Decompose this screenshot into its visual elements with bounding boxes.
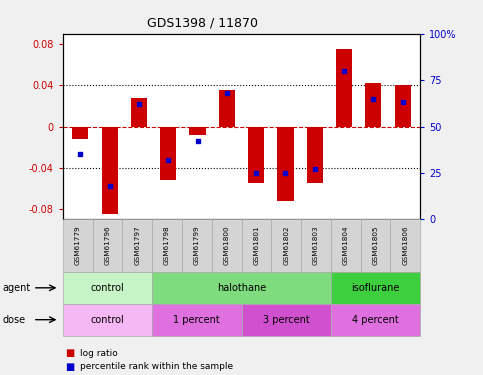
Text: GSM61806: GSM61806 <box>402 226 408 266</box>
Text: control: control <box>91 283 124 293</box>
Bar <box>395 86 411 127</box>
Text: agent: agent <box>2 283 30 293</box>
Text: dose: dose <box>2 315 26 325</box>
Text: control: control <box>91 315 124 325</box>
Bar <box>365 83 382 127</box>
Bar <box>277 127 294 201</box>
Text: GDS1398 / 11870: GDS1398 / 11870 <box>147 17 258 30</box>
Text: halothane: halothane <box>217 283 266 293</box>
Text: GSM61799: GSM61799 <box>194 226 200 266</box>
Bar <box>219 90 235 127</box>
Text: ■: ■ <box>65 362 74 372</box>
Bar <box>336 49 352 127</box>
Text: ■: ■ <box>65 348 74 358</box>
Text: GSM61803: GSM61803 <box>313 226 319 266</box>
Bar <box>101 127 118 214</box>
Text: GSM61797: GSM61797 <box>134 226 140 266</box>
Text: GSM61805: GSM61805 <box>372 226 379 266</box>
Bar <box>131 98 147 127</box>
Text: percentile rank within the sample: percentile rank within the sample <box>80 362 233 371</box>
Bar <box>307 127 323 183</box>
Text: 1 percent: 1 percent <box>173 315 220 325</box>
Text: GSM61798: GSM61798 <box>164 226 170 266</box>
Bar <box>189 127 206 135</box>
Bar <box>72 127 88 139</box>
Text: log ratio: log ratio <box>80 349 117 358</box>
Text: GSM61800: GSM61800 <box>224 226 229 266</box>
Text: GSM61796: GSM61796 <box>104 226 111 266</box>
Bar <box>160 127 176 180</box>
Text: GSM61801: GSM61801 <box>254 226 259 266</box>
Text: 3 percent: 3 percent <box>263 315 310 325</box>
Text: GSM61779: GSM61779 <box>75 226 81 266</box>
Text: isoflurane: isoflurane <box>351 283 400 293</box>
Text: 4 percent: 4 percent <box>352 315 399 325</box>
Text: GSM61804: GSM61804 <box>343 226 349 266</box>
Bar <box>248 127 264 183</box>
Text: GSM61802: GSM61802 <box>283 226 289 266</box>
